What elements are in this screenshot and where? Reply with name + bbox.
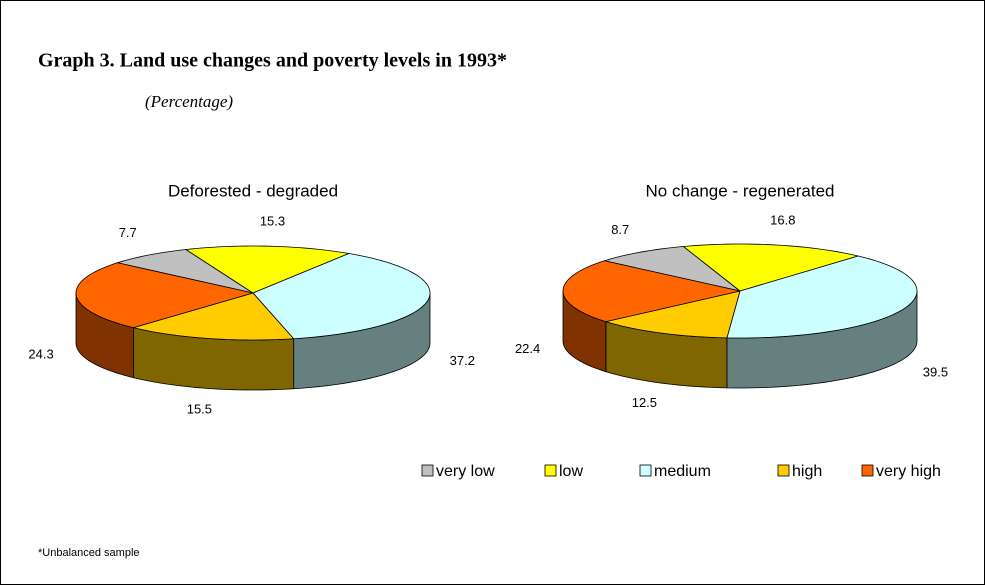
data-label: 7.7 bbox=[119, 225, 137, 240]
legend-label: high bbox=[792, 463, 822, 480]
pie-slice bbox=[562, 260, 741, 323]
pie-slice bbox=[252, 253, 431, 340]
data-label: 16.8 bbox=[770, 213, 795, 228]
data-label: 24.3 bbox=[28, 346, 53, 361]
chart-subtitle: (Percentage) bbox=[145, 92, 233, 111]
data-label: 22.4 bbox=[515, 341, 540, 356]
legend-label: very high bbox=[876, 463, 941, 480]
legend-swatch bbox=[544, 464, 557, 477]
legend-label: low bbox=[559, 463, 583, 480]
pie-title: No change - regenerated bbox=[645, 181, 834, 200]
pie-slice bbox=[604, 246, 741, 292]
pie-slice bbox=[75, 262, 254, 329]
pie-slice bbox=[185, 245, 350, 294]
data-label: 37.2 bbox=[450, 353, 475, 368]
legend-swatch bbox=[421, 464, 434, 477]
pie-slice bbox=[132, 292, 295, 341]
pie-slice bbox=[726, 255, 918, 339]
legend-label: very low bbox=[436, 463, 495, 480]
pie-slice bbox=[605, 290, 741, 339]
chart-title: Graph 3. Land use changes and poverty le… bbox=[38, 50, 507, 72]
legend-swatch bbox=[777, 464, 790, 477]
pie-title: Deforested - degraded bbox=[168, 181, 338, 200]
legend-swatch bbox=[861, 464, 874, 477]
data-label: 12.5 bbox=[632, 395, 657, 410]
legend-label: medium bbox=[654, 463, 711, 480]
data-label: 39.5 bbox=[923, 364, 948, 379]
data-label: 15.3 bbox=[260, 214, 285, 229]
legend-swatch bbox=[639, 464, 652, 477]
pie-slice bbox=[683, 243, 859, 292]
pie-slice bbox=[117, 249, 254, 294]
data-label: 15.5 bbox=[187, 402, 212, 417]
data-label: 8.7 bbox=[611, 222, 629, 237]
footnote: *Unbalanced sample bbox=[38, 547, 140, 559]
